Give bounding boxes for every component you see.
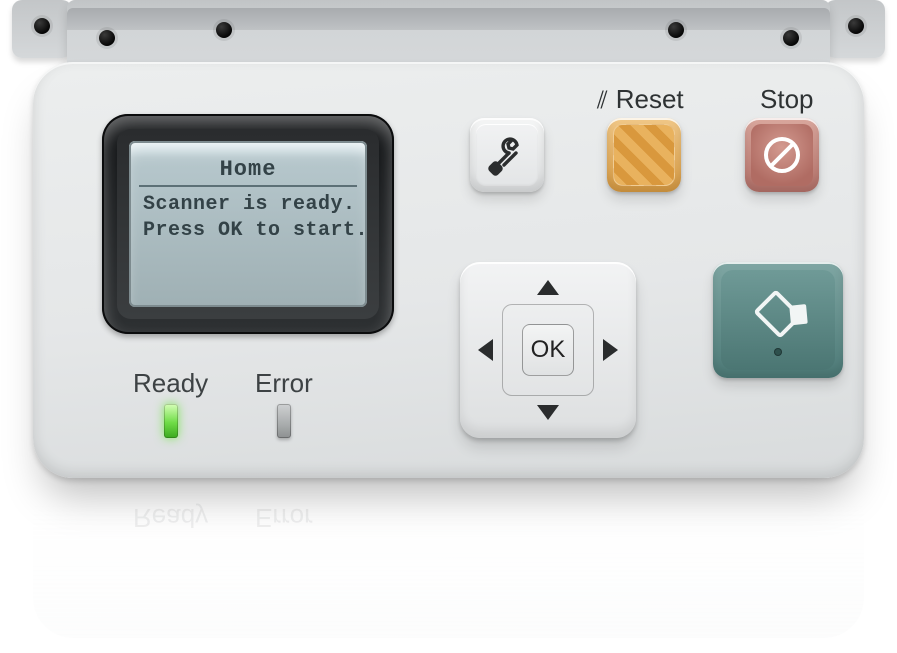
settings-button[interactable]: [470, 118, 544, 192]
lcd-divider: [139, 185, 357, 187]
reset-button-face: [613, 124, 675, 186]
lcd-line-2: Press OK to start.: [143, 219, 368, 242]
ready-led: [164, 404, 178, 438]
error-led: [277, 404, 291, 438]
screw: [783, 30, 799, 46]
ok-button[interactable]: OK: [522, 324, 574, 376]
stop-label: Stop: [760, 84, 814, 115]
screw: [216, 22, 232, 38]
reset-button[interactable]: [607, 118, 681, 192]
lcd-bezel: Home Scanner is ready. Press OK to start…: [102, 114, 394, 334]
screw: [668, 22, 684, 38]
nav-down-button[interactable]: [537, 405, 559, 420]
screw: [848, 18, 864, 34]
lcd-title: Home: [129, 157, 367, 182]
nav-up-button[interactable]: [537, 280, 559, 295]
reset-slash-icon: ⫽: [597, 87, 608, 114]
error-label-reflection: Error: [255, 502, 313, 533]
nav-left-button[interactable]: [478, 339, 493, 361]
stop-icon: [751, 124, 813, 186]
scan-led: [774, 348, 782, 356]
front-panel: Home Scanner is ready. Press OK to start…: [33, 62, 864, 478]
tools-icon: [476, 124, 538, 186]
ready-label: Ready: [133, 368, 208, 399]
nav-right-button[interactable]: [603, 339, 618, 361]
screw: [99, 30, 115, 46]
ok-button-label: OK: [531, 336, 566, 364]
scanner-control-panel: Home Scanner is ready. Press OK to start…: [0, 0, 897, 653]
reset-label-text: Reset: [616, 84, 684, 114]
reset-label: ⫽ Reset: [597, 84, 684, 115]
screw: [34, 18, 50, 34]
lcd-line-1: Scanner is ready.: [143, 193, 356, 216]
stop-button-face: [751, 124, 813, 186]
scan-button[interactable]: [713, 262, 843, 378]
scan-button-face: [721, 270, 835, 370]
lcd-inner-bezel: Home Scanner is ready. Press OK to start…: [117, 129, 379, 319]
navigation-pad: OK: [460, 262, 636, 438]
lcd-screen: Home Scanner is ready. Press OK to start…: [129, 141, 367, 307]
ready-label-reflection: Ready: [133, 502, 208, 533]
settings-button-face: [476, 124, 538, 186]
stop-button[interactable]: [745, 118, 819, 192]
error-label: Error: [255, 368, 313, 399]
